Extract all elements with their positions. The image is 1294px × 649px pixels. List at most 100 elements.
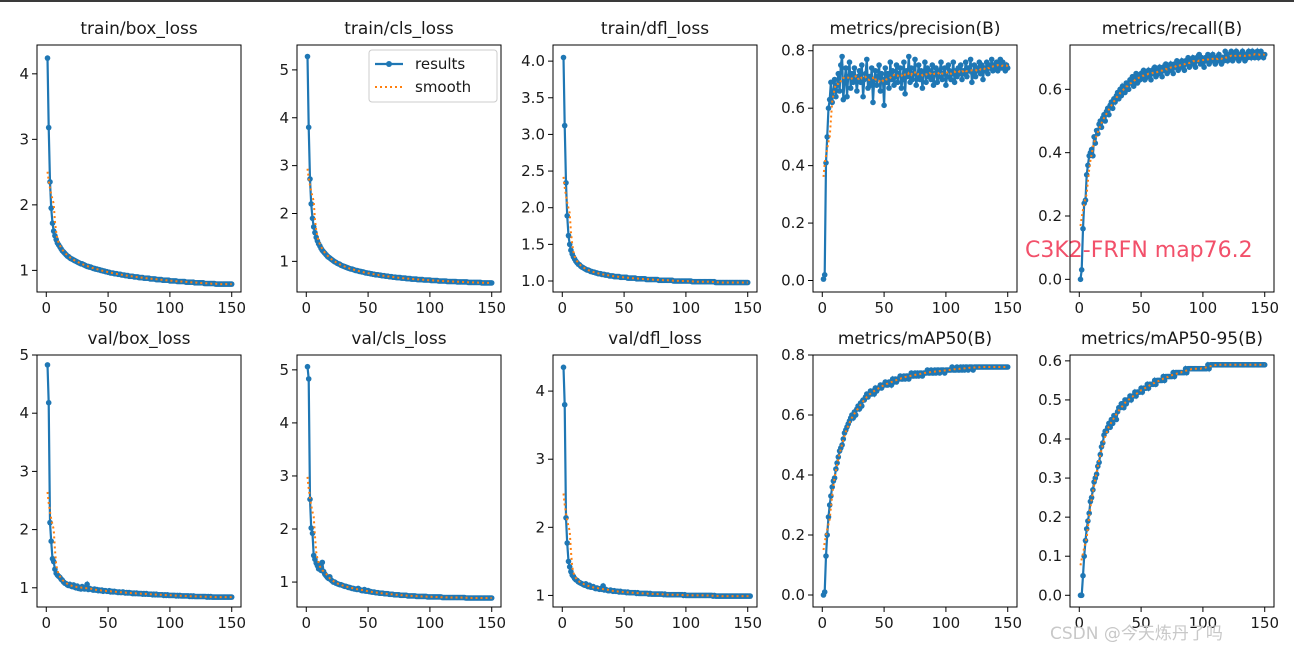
results-point [899, 76, 906, 83]
results-point [843, 65, 849, 71]
y-tick-label: 0.0 [1038, 586, 1062, 604]
y-tick-label: 2.5 [521, 162, 545, 180]
results-point [938, 59, 944, 65]
chart-panel: train/box_loss 0 50 100 150 1 2 3 4 [19, 19, 246, 317]
y-tick-label: 3.5 [521, 89, 545, 107]
results-point [854, 88, 860, 94]
results-point [836, 88, 843, 94]
chart-title: val/cls_loss [351, 329, 446, 349]
y-tick-label: 0.2 [781, 526, 805, 544]
results-point [834, 460, 840, 466]
smooth-line [822, 64, 1009, 177]
results-point [877, 88, 884, 94]
results-point [1091, 134, 1097, 140]
axes-frame [552, 44, 758, 293]
x-tick-label: 150 [217, 614, 246, 632]
x-tick-label: 100 [416, 299, 445, 317]
x-tick-label: 100 [156, 299, 185, 317]
x-tick-label: 0 [557, 299, 567, 317]
results-point [889, 68, 896, 74]
y-tick-label: 0.6 [1038, 352, 1062, 370]
results-point [1201, 64, 1207, 70]
results-line [1080, 361, 1265, 597]
results-point [1159, 73, 1165, 80]
x-tick-label: 0 [817, 614, 827, 632]
results-point [964, 73, 970, 80]
results-point [988, 56, 995, 63]
results-point [304, 363, 311, 370]
results-point [45, 124, 52, 131]
y-tick-label: 1.5 [521, 235, 545, 253]
results-line [46, 364, 232, 599]
chart-panel: train/cls_loss 0 50 100 150 1 2 3 4 5 results smoot… [279, 19, 506, 317]
x-tick-label: 0 [1074, 614, 1084, 632]
x-tick-label: 150 [217, 299, 246, 317]
y-tick-label: 2.0 [521, 199, 545, 217]
y-tick-label: 5 [279, 61, 289, 79]
x-tick-label: 100 [932, 614, 961, 632]
x-tick-label: 150 [477, 299, 506, 317]
y-tick-label: 1 [535, 586, 545, 604]
y-tick-label: 0.4 [1038, 430, 1062, 448]
y-tick-label: 2 [19, 521, 29, 539]
x-tick-label: 50 [359, 299, 378, 317]
results-point [919, 85, 926, 91]
results-point [860, 93, 866, 100]
results-point [962, 59, 969, 65]
chart-title: metrics/recall(B) [1102, 19, 1243, 39]
x-tick-label: 50 [1132, 614, 1151, 632]
x-tick-label: 50 [615, 614, 634, 632]
results-point [747, 593, 753, 599]
chart-title: metrics/mAP50-95(B) [1081, 329, 1263, 349]
y-tick-label: 5 [19, 346, 29, 364]
results-point [872, 68, 879, 74]
y-tick-label: 0.0 [1038, 270, 1062, 288]
y-tick-label: 4 [19, 65, 29, 83]
results-point [1080, 572, 1086, 579]
results-point [560, 54, 567, 61]
results-point [885, 70, 891, 77]
results-point [886, 85, 892, 91]
results-point [308, 201, 315, 207]
results-point [913, 82, 919, 88]
results-point [894, 79, 901, 86]
y-tick-label: 0.6 [1038, 80, 1062, 98]
results-point [864, 56, 870, 63]
x-tick-label: 0 [41, 614, 51, 632]
x-tick-label: 100 [416, 614, 445, 632]
results-point [1078, 592, 1085, 599]
y-tick-label: 3 [535, 450, 545, 468]
y-tick-label: 0.2 [1038, 508, 1062, 526]
y-tick-label: 0.8 [781, 42, 805, 60]
axes-frame [1069, 354, 1275, 608]
results-point [44, 55, 51, 61]
results-point [826, 502, 833, 508]
y-tick-label: 2 [535, 518, 545, 536]
x-tick-label: 50 [1132, 299, 1151, 317]
results-point [1222, 48, 1228, 55]
results-point [1109, 420, 1116, 427]
results-point [560, 364, 567, 371]
x-tick-label: 150 [733, 299, 762, 317]
results-point [561, 122, 568, 129]
results-line [562, 57, 748, 284]
results-point [1130, 83, 1137, 89]
results-point [820, 276, 827, 282]
results-point [922, 59, 928, 65]
legend-smooth-label: smooth [415, 78, 471, 96]
axes-frame [552, 354, 758, 608]
results-point [859, 62, 865, 68]
chart-title: metrics/mAP50(B) [838, 329, 992, 349]
x-tick-label: 150 [993, 614, 1022, 632]
results-point [833, 466, 839, 472]
y-tick-label: 1.0 [521, 272, 545, 290]
chart-panel: metrics/precision(B) 0 50 100 150 0.0 0.2 0.4 0.… [781, 19, 1022, 317]
results-point [1098, 124, 1105, 131]
results-point [821, 272, 828, 278]
y-tick-label: 4 [279, 414, 289, 432]
results-point [959, 76, 965, 83]
results-point [883, 79, 890, 86]
results-point [45, 399, 52, 406]
results-point [839, 53, 845, 60]
